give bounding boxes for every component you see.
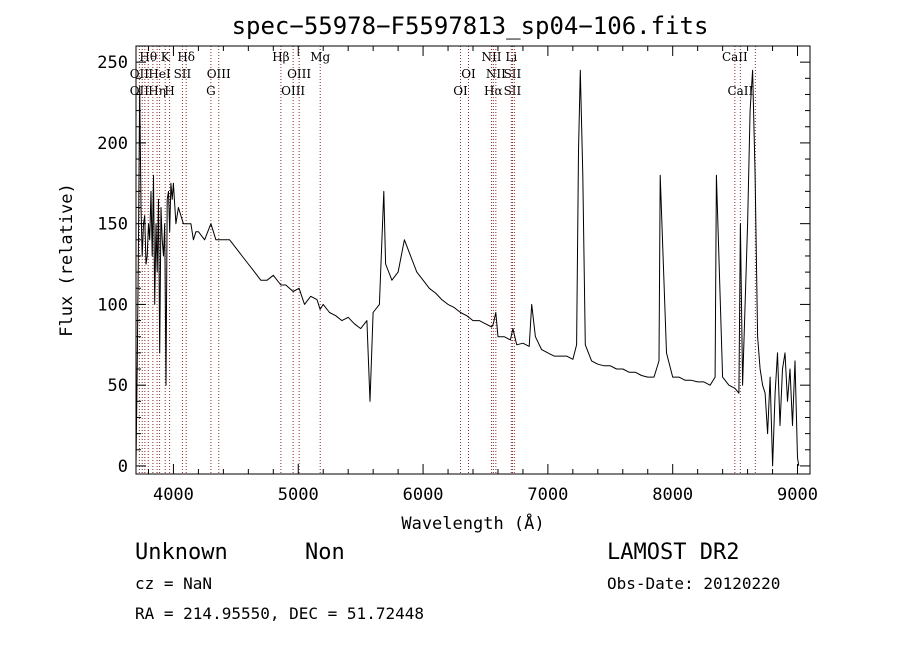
line-label: OI <box>461 67 476 81</box>
obs-date-text: Obs-Date: 20120220 <box>607 574 780 593</box>
line-label: Hα <box>484 84 503 98</box>
line-label: OIII <box>287 67 311 81</box>
y-tick-label: 200 <box>97 134 128 154</box>
line-label: Li <box>505 50 517 64</box>
line-label: Hδ <box>177 50 195 64</box>
x-tick-label: 4000 <box>153 485 194 505</box>
line-label: K <box>161 50 171 64</box>
chart-title: spec−55978−F5597813_sp04−106.fits <box>232 12 709 40</box>
plot-series <box>135 69 800 467</box>
line-label: Mg <box>310 50 330 64</box>
y-tick-label: 0 <box>118 457 128 477</box>
line-label: OIII <box>207 67 231 81</box>
y-axis: 0 50 100 150 200 250 <box>97 53 810 477</box>
x-tick-label: 7000 <box>527 485 568 505</box>
line-markers: OIIOIIHθHηHeIKHSIIHδGOIIIHβOIIIOIIIMgOIO… <box>130 46 756 474</box>
line-label: SII <box>504 67 522 81</box>
line-label: Hθ <box>139 50 157 64</box>
line-label: OI <box>453 84 468 98</box>
redshift-text: cz = NaN <box>135 574 212 593</box>
line-label: Hη <box>148 84 166 98</box>
line-label: NII <box>486 67 506 81</box>
survey-label: LAMOST DR2 <box>607 540 739 565</box>
line-label: CaII <box>722 50 748 64</box>
line-label: OII <box>130 67 150 81</box>
subclass-label: Non <box>305 540 345 565</box>
x-tick-label: 5000 <box>278 485 319 505</box>
spectrum-line <box>135 69 800 467</box>
line-label: OIII <box>281 84 305 98</box>
line-label: G <box>206 84 216 98</box>
y-tick-label: 250 <box>97 53 128 73</box>
line-label: SII <box>174 67 192 81</box>
y-tick-label: 100 <box>97 295 128 315</box>
line-label: HeI <box>148 67 171 81</box>
line-label: CaII <box>727 84 753 98</box>
x-tick-label: 8000 <box>652 485 693 505</box>
class-label: Unknown <box>135 540 228 565</box>
line-label: Hβ <box>272 50 289 64</box>
x-axis-label: Wavelength (Å) <box>401 512 544 534</box>
x-tick-label: 9000 <box>777 485 818 505</box>
y-tick-label: 50 <box>108 376 128 396</box>
plot-frame <box>135 45 811 475</box>
coordinates-text: RA = 214.95550, DEC = 51.72448 <box>135 604 424 623</box>
line-label: SII <box>504 84 522 98</box>
line-label: NII <box>481 50 501 64</box>
y-axis-label: Flux (relative) <box>57 183 77 337</box>
x-axis: 4000 5000 6000 7000 8000 9000 <box>147 46 818 505</box>
line-label: H <box>164 84 174 98</box>
y-tick-label: 150 <box>97 215 128 235</box>
x-tick-label: 6000 <box>403 485 444 505</box>
